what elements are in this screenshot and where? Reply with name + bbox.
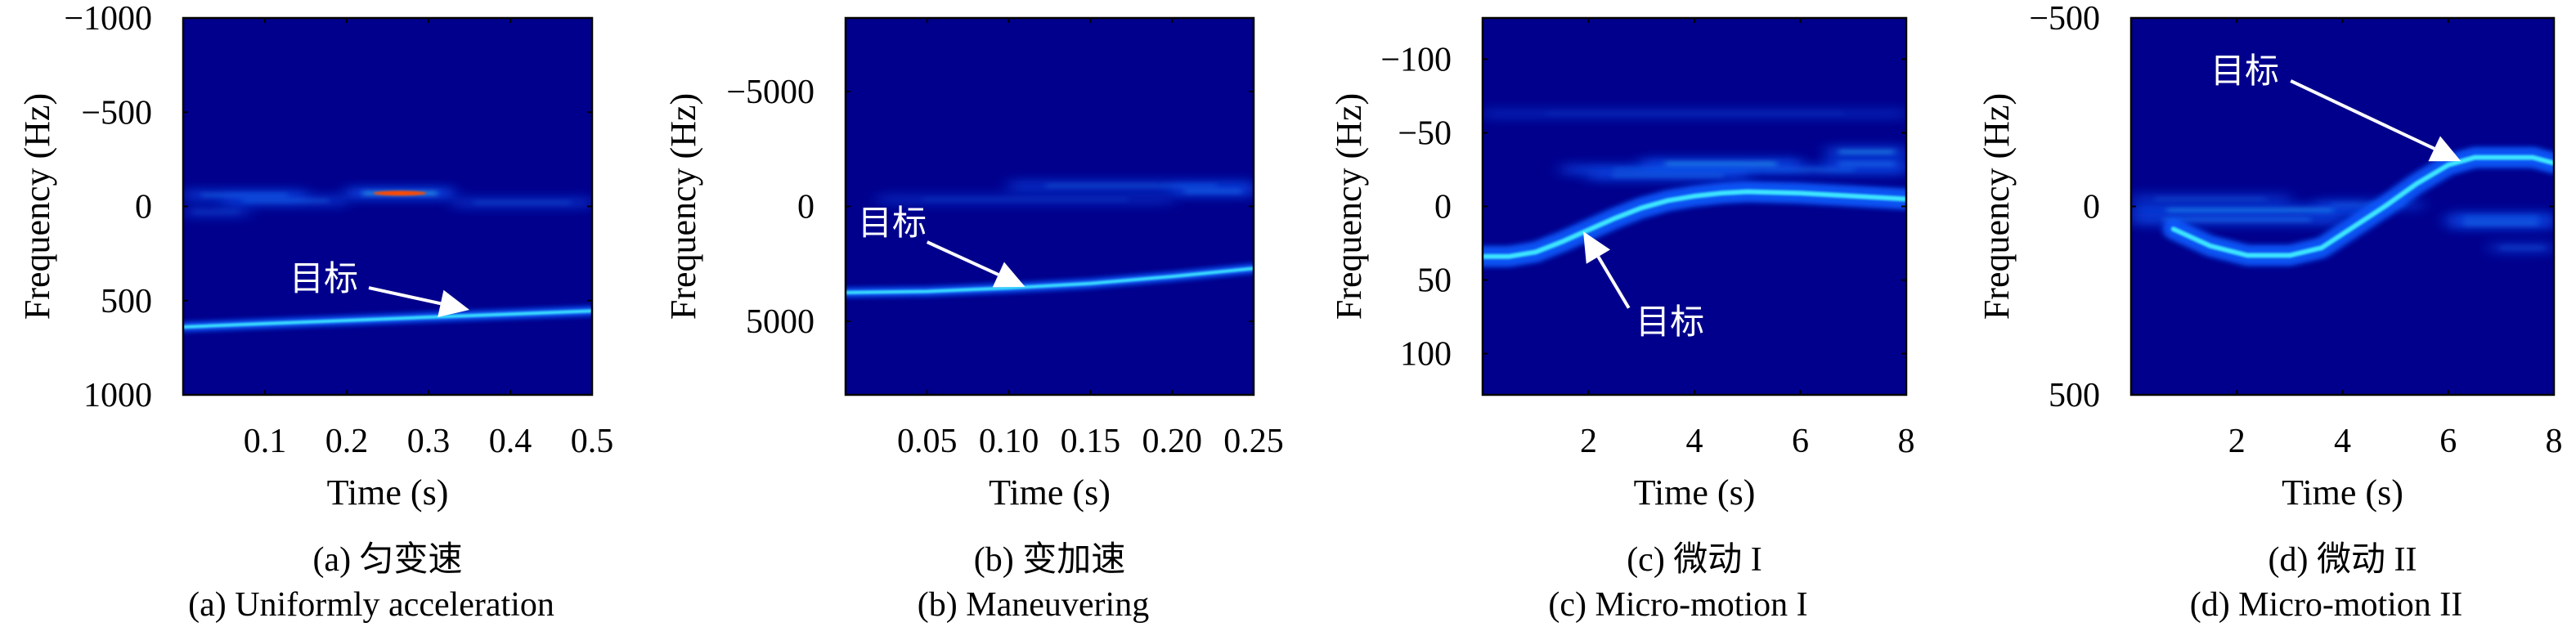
plot-area [1483, 108, 1906, 267]
annotation-arrow-line [926, 240, 999, 276]
annotation-arrow-line [1596, 256, 1631, 309]
x-tick-label: 6 [1792, 423, 1809, 460]
y-tick-label: 500 [101, 283, 152, 320]
caption-english: (a) Uniformly acceleration [188, 586, 554, 624]
y-axis-label: Frequency (Hz) [17, 93, 57, 320]
y-tick-label: −50 [1398, 114, 1452, 152]
annotation-label: 目标 [2210, 51, 2279, 91]
x-tick-label: 0.5 [571, 423, 614, 460]
panel-b: 目标 0.05 0.10 0.15 0.20 0.25 −5000 0 5000 Time (s)… [663, 16, 1284, 624]
x-tick-label: 0.1 [244, 423, 287, 460]
y-tick-label: 0 [135, 189, 152, 226]
y-axis-label: Frequency (Hz) [1977, 93, 2017, 320]
panel-d: 目标 2 4 6 8 −500 0 500 Time (s) Frequency (Hz) (d) … [1977, 0, 2563, 624]
x-tick-label: 0.4 [489, 423, 532, 460]
y-tick-label: 0 [797, 189, 815, 226]
annotation-label: 目标 [858, 203, 927, 243]
panel-c: 目标 2 4 6 8 −100 −50 0 50 100 Time (s) Frequency (Hz… [1329, 16, 1915, 624]
caption-chinese: (b) 变加速 [974, 540, 1125, 579]
y-tick-label: 500 [2049, 377, 2100, 414]
x-tick-label: 0.10 [979, 423, 1039, 460]
caption-chinese: (d) 微动 II [2269, 541, 2417, 579]
clutter-core [1612, 173, 1724, 177]
clutter-core [1838, 162, 1895, 166]
clutter-core [922, 198, 1129, 202]
annotation-arrow-line [368, 286, 442, 306]
caption-chinese: (a) 匀变速 [312, 540, 462, 579]
x-tick-label: 0.3 [407, 423, 451, 460]
target-track [846, 266, 1254, 294]
plot-area [2131, 146, 2554, 266]
caption-english: (d) Micro-motion II [2190, 586, 2463, 624]
plot-area [183, 187, 592, 332]
plot-background [846, 18, 1254, 395]
x-axis-label: Time (s) [1634, 472, 1756, 513]
x-tick-label: 8 [2546, 423, 2563, 460]
annotation-label: 目标 [1636, 302, 1704, 342]
annotation-arrowhead [2428, 136, 2462, 162]
clutter-core [473, 200, 572, 204]
x-tick-label: 8 [1898, 423, 1915, 460]
clutter-core [1613, 168, 1855, 172]
annotation-arrowhead [992, 262, 1025, 288]
x-tick-label: 2 [1580, 423, 1597, 460]
clutter-core [193, 210, 239, 214]
clutter-core [1546, 112, 1843, 116]
clutter-core [1045, 184, 1218, 188]
x-tick-label: 0.2 [325, 423, 369, 460]
y-tick-label: −500 [2029, 0, 2100, 38]
annotation-label: 目标 [289, 258, 358, 298]
x-tick-label: 0.25 [1223, 423, 1284, 460]
y-tick-label: 0 [1434, 189, 1452, 226]
target-track [2170, 155, 2554, 258]
y-tick-label: 0 [2083, 189, 2100, 226]
annotation-arrowhead [438, 289, 469, 317]
x-tick-label: 6 [2439, 423, 2457, 460]
clutter-core [1184, 190, 1242, 194]
clutter-core [2166, 208, 2334, 213]
plot-area [846, 180, 1254, 298]
clutter-core [2464, 222, 2538, 226]
x-axis-label: Time (s) [327, 472, 449, 513]
y-tick-label: −5000 [726, 74, 815, 111]
clutter-core [1665, 162, 1777, 166]
y-tick-label: −1000 [64, 0, 152, 38]
y-tick-label: 100 [1400, 336, 1452, 374]
y-tick-label: −500 [81, 94, 152, 132]
x-tick-label: 0.05 [897, 423, 958, 460]
y-tick-label: 1000 [83, 377, 152, 414]
x-tick-label: 0.15 [1061, 423, 1121, 460]
x-tick-label: 2 [2228, 423, 2246, 460]
clutter-core [2155, 197, 2266, 201]
caption-chinese: (c) 微动 I [1627, 541, 1762, 579]
annotation-arrowhead [1583, 231, 1611, 264]
x-tick-label: 4 [1686, 423, 1703, 460]
x-axis-label: Time (s) [989, 472, 1111, 513]
clutter-core [1838, 150, 1895, 154]
x-tick-label: 4 [2334, 423, 2351, 460]
caption-english: (c) Micro-motion I [1548, 586, 1807, 624]
annotation-arrow-line [2290, 79, 2435, 150]
clutter-core [242, 199, 329, 203]
target-track [183, 309, 592, 329]
y-tick-label: 50 [1417, 262, 1452, 300]
x-tick-label: 0.20 [1142, 423, 1202, 460]
clutter-hotspot [373, 190, 427, 196]
target-track [1483, 189, 1906, 259]
y-tick-label: 5000 [746, 303, 815, 341]
y-axis-label: Frequency (Hz) [1329, 93, 1369, 320]
clutter-core [2500, 246, 2545, 250]
caption-english: (b) Maneuvering [918, 586, 1149, 624]
y-axis-label: Frequency (Hz) [663, 93, 703, 320]
y-tick-label: −100 [1380, 41, 1452, 78]
x-axis-label: Time (s) [2282, 472, 2403, 513]
panel-a: 目标 0.1 0.2 0.3 0.4 0.5 −1000 −500 0 500 1000 Time (… [17, 0, 613, 624]
clutter-core [2162, 217, 2311, 222]
